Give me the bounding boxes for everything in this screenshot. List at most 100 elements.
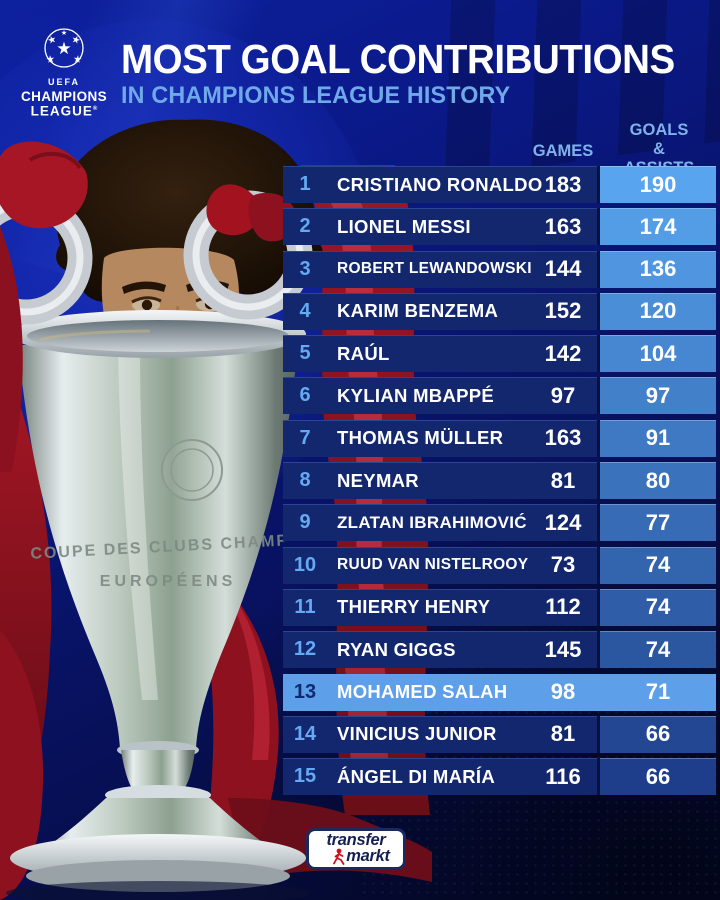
goals-assists-value: 66: [600, 715, 716, 753]
rank: 12: [293, 638, 317, 661]
goals-assists-value: 71: [600, 673, 716, 711]
player-name: THOMAS MÜLLER: [337, 427, 504, 449]
cell-divider: [597, 588, 600, 626]
table-row: 14 VINICIUS JUNIOR 81 66: [283, 715, 716, 753]
player-name: LIONEL MESSI: [337, 215, 471, 237]
registered-mark: ®: [92, 106, 98, 112]
table-row: 7 THOMAS MÜLLER 163 91: [283, 419, 716, 457]
table-row: 9 ZLATAN IBRAHIMOVIĆ 124 77: [283, 504, 716, 542]
player-name: NEYMAR: [337, 469, 419, 491]
rank: 14: [293, 722, 317, 745]
ranking-table: 1 CRISTIANO RONALDO 183 190 2 LIONEL MES…: [283, 166, 716, 800]
brand-word-markt: markt: [346, 847, 390, 865]
transfermarkt-logo: transfer markt: [306, 828, 406, 870]
rank: 15: [293, 765, 317, 788]
table-row: 12 RYAN GIGGS 145 74: [283, 631, 716, 669]
games-value: 112: [545, 594, 581, 620]
cell-divider: [597, 504, 600, 542]
cell-divider: [597, 377, 600, 415]
cell-divider: [597, 546, 600, 584]
uefa-starball-icon: ★ ★ ★ ★ ★ ★: [44, 28, 84, 68]
player-name: RUUD VAN NISTELROOY: [337, 556, 529, 574]
player-name: RYAN GIGGS: [337, 638, 456, 660]
player-name: KYLIAN MBAPPÉ: [337, 384, 495, 406]
player-name: THIERRY HENRY: [337, 596, 491, 618]
rank: 9: [299, 511, 311, 534]
table-row: 10 RUUD VAN NISTELROOY 73 74: [283, 546, 716, 584]
uefa-wordmark: UEFA: [47, 77, 80, 87]
cell-divider: [597, 462, 600, 500]
cell-divider: [597, 208, 600, 246]
goals-assists-value: 190: [600, 166, 716, 203]
games-value: 97: [550, 382, 576, 408]
player-name: ÁNGEL DI MARÍA: [337, 765, 496, 787]
player-name: CRISTIANO RONALDO: [337, 173, 543, 195]
rank: 8: [299, 469, 311, 492]
cell-divider: [597, 335, 600, 373]
goals-assists-value: 80: [600, 462, 716, 500]
page-subtitle: IN CHAMPIONS LEAGUE HISTORY: [121, 82, 511, 109]
table-row: 5 RAÚL 142 104: [283, 335, 716, 373]
table-row: 6 KYLIAN MBAPPÉ 97 97: [283, 377, 716, 415]
rank: 3: [299, 257, 311, 280]
table-row: 11 THIERRY HENRY 112 74: [283, 588, 716, 626]
table-row: 1 CRISTIANO RONALDO 183 190: [283, 166, 716, 203]
cell-divider: [597, 631, 600, 669]
rank: 13: [293, 680, 317, 703]
svg-text:★: ★: [56, 39, 71, 58]
cell-divider: [597, 758, 600, 796]
goals-assists-value: 74: [600, 588, 716, 626]
table-row-highlighted-mohamed-salah: 13 MOHAMED SALAH 98 71: [283, 673, 716, 711]
uefa-champions-league-logo: ★ ★ ★ ★ ★ ★ UEFA CHAMPIONS LEAGUE®: [16, 22, 112, 118]
games-value: 98: [550, 679, 576, 705]
goals-assists-value: 74: [600, 546, 716, 584]
cell-divider: [597, 419, 600, 457]
rank: 1: [299, 173, 311, 195]
logo-champions-text: CHAMPIONS: [20, 89, 108, 104]
games-value: 152: [544, 298, 582, 324]
player-name: ROBERT LEWANDOWSKI: [337, 260, 532, 278]
rank: 7: [299, 426, 311, 449]
table-row: 3 ROBERT LEWANDOWSKI 144 136: [283, 250, 716, 288]
player-name: KARIM BENZEMA: [337, 300, 499, 322]
transfermarkt-player-icon: [333, 848, 345, 865]
games-value: 163: [544, 213, 582, 239]
goals-assists-value: 174: [600, 208, 716, 246]
table-row: 8 NEYMAR 81 80: [283, 462, 716, 500]
games-value: 81: [550, 721, 576, 747]
rank: 4: [299, 299, 311, 322]
games-value: 116: [545, 763, 581, 789]
trophy-engraving-line2: EUROPÉENS: [100, 571, 236, 590]
svg-text:★: ★: [61, 29, 67, 37]
table-row: 15 ÁNGEL DI MARÍA 116 66: [283, 758, 716, 796]
cell-divider: [597, 166, 600, 203]
games-value: 145: [544, 636, 582, 662]
rank: 10: [293, 553, 317, 576]
player-name: MOHAMED SALAH: [337, 681, 508, 703]
svg-text:★: ★: [70, 34, 82, 47]
rank: 2: [299, 215, 311, 238]
goals-assists-value: 77: [600, 504, 716, 542]
games-value: 183: [544, 171, 582, 197]
rank: 5: [299, 342, 311, 365]
goals-assists-value: 104: [600, 335, 716, 373]
table-bottom-accent-line: [283, 799, 716, 803]
player-name: VINICIUS JUNIOR: [337, 723, 497, 745]
games-value: 81: [550, 467, 576, 493]
table-row: 2 LIONEL MESSI 163 174: [283, 208, 716, 246]
player-name: RAÚL: [337, 342, 390, 364]
logo-league-text: LEAGUE®: [30, 103, 98, 119]
cell-divider: [597, 292, 600, 330]
column-header-games: GAMES: [532, 142, 594, 160]
cell-divider: [597, 715, 600, 753]
games-value: 73: [550, 552, 576, 578]
games-value: 142: [544, 340, 582, 366]
goals-assists-value: 91: [600, 419, 716, 457]
games-value: 144: [544, 256, 582, 282]
goals-assists-value: 136: [600, 250, 716, 288]
goals-assists-value: 97: [600, 377, 716, 415]
cell-divider: [597, 250, 600, 288]
table-row: 4 KARIM BENZEMA 152 120: [283, 292, 716, 330]
rank: 6: [299, 384, 311, 407]
